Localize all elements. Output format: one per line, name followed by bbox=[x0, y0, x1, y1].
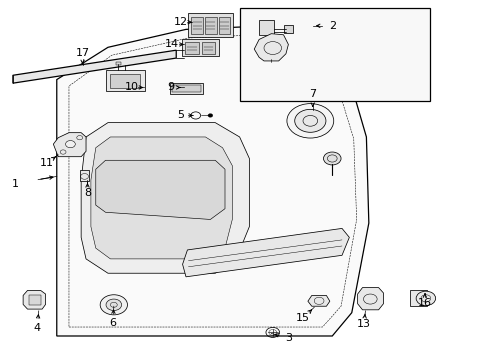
Circle shape bbox=[65, 140, 75, 148]
Bar bbox=[172, 85, 200, 92]
Bar bbox=[116, 62, 121, 65]
Polygon shape bbox=[307, 296, 329, 306]
Polygon shape bbox=[53, 133, 86, 157]
Text: 7: 7 bbox=[308, 89, 316, 99]
Bar bbox=[169, 83, 203, 94]
Text: 8: 8 bbox=[84, 188, 91, 198]
Bar bbox=[80, 170, 89, 181]
Polygon shape bbox=[91, 137, 232, 259]
Text: 13: 13 bbox=[356, 319, 370, 329]
Circle shape bbox=[286, 104, 333, 138]
Text: 10: 10 bbox=[124, 82, 138, 93]
Polygon shape bbox=[182, 228, 348, 277]
Text: 6: 6 bbox=[109, 319, 116, 328]
Polygon shape bbox=[357, 288, 383, 310]
Text: 16: 16 bbox=[417, 298, 431, 308]
Circle shape bbox=[207, 114, 212, 117]
Polygon shape bbox=[96, 160, 224, 220]
Bar bbox=[184, 41, 198, 54]
Text: 12: 12 bbox=[174, 17, 188, 27]
Bar bbox=[218, 17, 230, 34]
Text: 5: 5 bbox=[177, 111, 184, 121]
Bar bbox=[188, 13, 233, 37]
Text: 14: 14 bbox=[165, 40, 179, 49]
Circle shape bbox=[323, 152, 340, 165]
Bar bbox=[284, 26, 293, 33]
Bar bbox=[259, 21, 273, 35]
Text: 11: 11 bbox=[40, 158, 54, 168]
Bar bbox=[204, 17, 216, 34]
Circle shape bbox=[415, 291, 435, 306]
Text: 9: 9 bbox=[166, 82, 174, 93]
Bar bbox=[29, 295, 41, 305]
Text: 15: 15 bbox=[295, 313, 309, 323]
Bar bbox=[409, 290, 427, 306]
Bar bbox=[110, 74, 140, 88]
Bar bbox=[182, 39, 218, 56]
Text: 17: 17 bbox=[76, 48, 89, 58]
Polygon shape bbox=[23, 291, 45, 309]
Polygon shape bbox=[81, 123, 249, 273]
Circle shape bbox=[294, 109, 325, 132]
Polygon shape bbox=[254, 34, 288, 61]
Polygon shape bbox=[57, 26, 368, 336]
Text: 1: 1 bbox=[12, 179, 19, 189]
Bar bbox=[201, 41, 215, 54]
Text: 2: 2 bbox=[328, 21, 335, 31]
Text: 3: 3 bbox=[285, 333, 291, 343]
Circle shape bbox=[106, 299, 122, 311]
Bar bbox=[239, 8, 429, 101]
Text: 4: 4 bbox=[34, 323, 41, 333]
Circle shape bbox=[100, 295, 127, 315]
Polygon shape bbox=[13, 50, 176, 83]
Bar bbox=[191, 17, 203, 34]
Bar bbox=[105, 70, 144, 91]
